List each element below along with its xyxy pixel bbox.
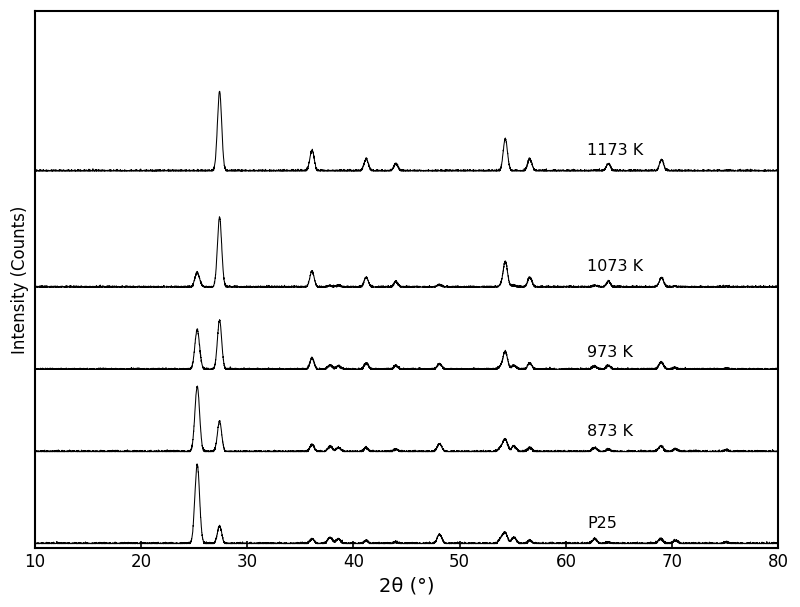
X-axis label: 2θ (°): 2θ (°) <box>378 577 434 596</box>
Text: 1073 K: 1073 K <box>587 259 643 274</box>
Text: 973 K: 973 K <box>587 345 633 360</box>
Text: 873 K: 873 K <box>587 424 633 439</box>
Y-axis label: Intensity (Counts): Intensity (Counts) <box>11 206 29 354</box>
Text: P25: P25 <box>587 516 617 531</box>
Text: 1173 K: 1173 K <box>587 143 643 158</box>
